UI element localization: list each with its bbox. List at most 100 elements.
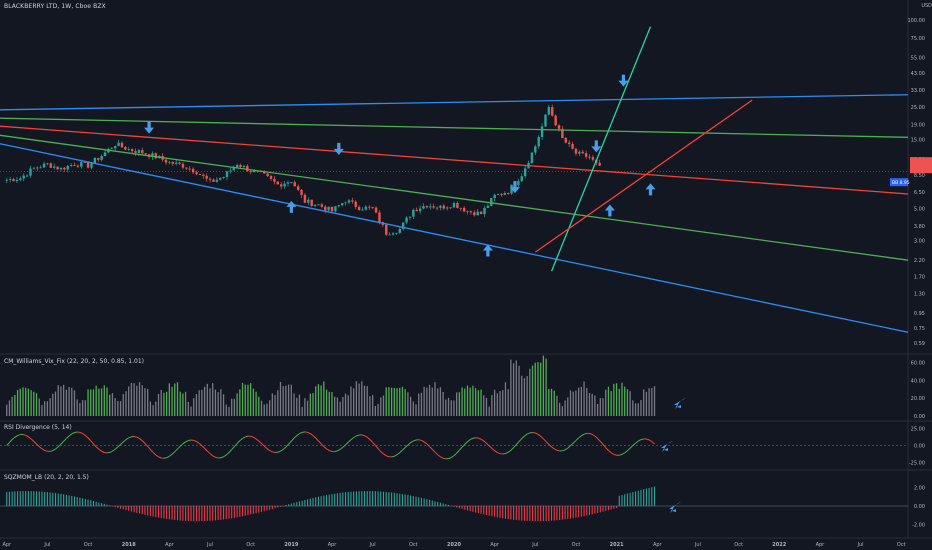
sqzmom-bar (404, 494, 406, 507)
vixfix-bar (577, 387, 580, 416)
vixfix-bar (390, 387, 393, 416)
rsi-segment (545, 441, 550, 445)
time-tick-label: Jul (857, 542, 864, 548)
candle (476, 211, 479, 216)
rsi-segment (380, 451, 384, 455)
candle (405, 217, 408, 223)
rocket-icon (674, 398, 686, 409)
rsi-segment (377, 448, 382, 452)
rsi-segment (583, 432, 587, 435)
candle (486, 205, 490, 208)
rsi-segment (220, 456, 224, 459)
sqzmom-bar (494, 506, 496, 517)
rsi-segment (532, 431, 536, 434)
sqzmom-bar (90, 500, 92, 507)
rsi-segment (361, 434, 365, 437)
candle (263, 172, 266, 174)
sqzmom-bar (141, 506, 143, 515)
sqzmom-bar (475, 506, 477, 513)
sqzmom-bar (461, 506, 463, 509)
sqzmom-bar (453, 506, 455, 507)
candle (469, 211, 473, 213)
vixfix-bar (464, 388, 466, 416)
rsi-segment (196, 441, 200, 444)
sqzmom-bar (82, 498, 84, 507)
current-price-marker (910, 157, 932, 174)
vixfix-bar (469, 387, 471, 416)
vixfix-bar (228, 406, 230, 416)
rsi-segment (399, 449, 403, 454)
rsi-segment (486, 442, 490, 447)
vixfix-bar (217, 392, 219, 416)
rsi-segment (310, 433, 314, 436)
candle (456, 202, 459, 208)
rsi-segment (431, 449, 436, 453)
candle (144, 153, 147, 155)
vixfix-bar (431, 387, 433, 416)
sqzmom-bar (456, 506, 458, 508)
sqzmom-bar (157, 506, 160, 518)
rsi-segment (144, 443, 149, 447)
rsi-segment (440, 456, 444, 459)
vixfix-bar (290, 384, 292, 416)
sqzmom-bar (274, 506, 276, 509)
trend-line (0, 134, 909, 261)
rsi-segment (526, 432, 531, 435)
sqzmom-bar (258, 506, 260, 513)
rsi-segment (608, 450, 612, 454)
vixfix-bar (203, 386, 206, 416)
sqzmom-bar (206, 506, 208, 521)
sqzmom-bar (637, 490, 639, 507)
sqzmom-bar (437, 501, 439, 507)
sqzmom-bar (550, 506, 553, 521)
vixfix-bar (371, 395, 374, 416)
vixfix-bar (103, 385, 105, 416)
candle (266, 173, 269, 177)
candle (15, 180, 19, 182)
vixfix-bar (643, 389, 645, 416)
sqzmom-bar (388, 492, 390, 507)
sqzmom-bar (412, 496, 414, 507)
rsi-segment (524, 433, 528, 437)
sqzmom-bar (71, 495, 73, 507)
vixfix-bar (369, 396, 371, 416)
vixfix-bar (377, 403, 379, 416)
rsi-segment (638, 439, 642, 442)
rsi-segment (63, 438, 67, 442)
rsi-segment (212, 455, 216, 458)
vixfix-bar (353, 388, 355, 416)
rsi-segment (423, 441, 428, 445)
vixfix-bar (559, 402, 561, 416)
vixfix-bar (271, 393, 273, 416)
time-tick-label: Jul (369, 542, 376, 548)
vixfix-bar (16, 390, 19, 416)
rsi-segment (494, 450, 498, 453)
vixfix-bar (84, 400, 86, 416)
vixfix-bar (130, 382, 133, 416)
rsi-segment (429, 446, 433, 450)
rsi-segment (366, 436, 371, 440)
vixfix-bar (355, 381, 358, 416)
rsi-segment (605, 447, 609, 451)
rsi-segment (179, 443, 184, 447)
pane-tick-label: 0.00 (914, 504, 925, 510)
rsi-segment (646, 438, 650, 441)
vixfix-bar (320, 385, 322, 416)
vixfix-bar (366, 386, 368, 416)
sqzmom-bar (120, 506, 122, 509)
candle (534, 146, 537, 153)
candle (191, 168, 195, 173)
vixfix-bar (312, 392, 314, 416)
rsi-segment (291, 437, 295, 442)
candle (53, 166, 56, 168)
sqzmom-bar (616, 506, 618, 509)
candle (127, 149, 130, 150)
price-tag (890, 178, 908, 187)
vixfix-bar (138, 382, 141, 416)
sqzmom-bar (247, 506, 249, 516)
vixfix-bar (385, 387, 387, 416)
sqzmom-bar (301, 500, 303, 507)
rsi-segment (236, 440, 241, 444)
vixfix-bar (426, 387, 428, 416)
